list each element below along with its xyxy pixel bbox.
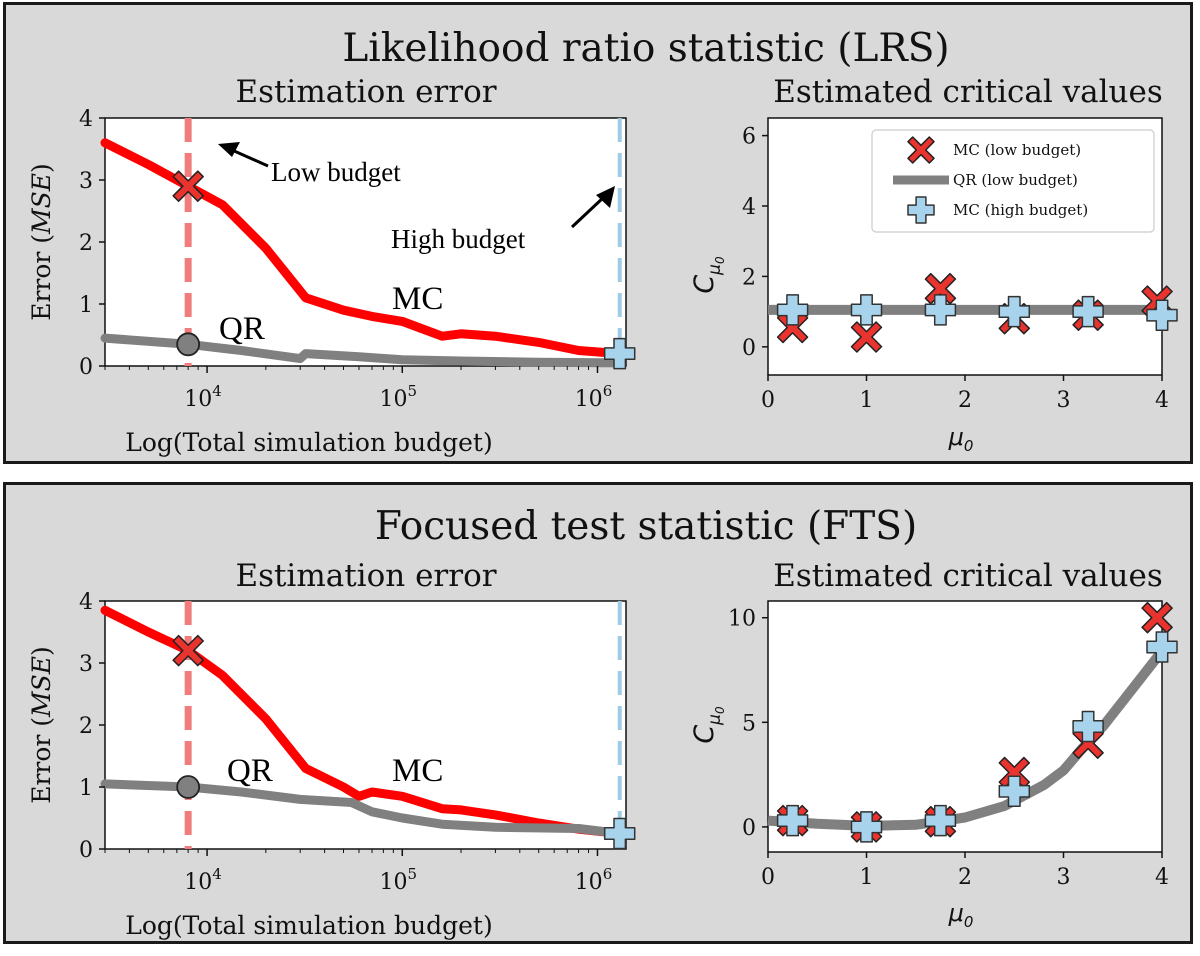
y-tick-label: 2 xyxy=(79,231,93,256)
panel-title: Likelihood ratio statistic (LRS) xyxy=(342,26,949,71)
low-budget-arrow-icon xyxy=(218,142,240,157)
mc-high-budget-point xyxy=(850,294,883,326)
low-budget-arrow-shaft xyxy=(231,148,269,168)
error-chart: 0 1 2 3 4 104 105 106 xyxy=(79,107,636,412)
y-axis-label: Error (MSE) xyxy=(27,646,56,804)
mc-low-budget-point xyxy=(998,756,1031,789)
legend-mc-high-label: MC (high budget) xyxy=(953,201,1088,219)
mc-high-budget-point xyxy=(776,804,809,837)
qr-annotation: QR xyxy=(219,311,265,347)
y-axis-label: Cμ0 xyxy=(689,706,727,744)
mc-low-budget-point xyxy=(1141,601,1173,634)
y-tick-label: 4 xyxy=(79,107,93,132)
legend: MC (low budget) QR (low budget) MC (high… xyxy=(871,129,1155,233)
qr-error-line xyxy=(100,333,625,368)
x-tick-label: 2 xyxy=(958,388,972,413)
qr-low-budget-marker xyxy=(176,775,201,799)
legend-box xyxy=(871,129,1155,233)
qr-low-budget-marker xyxy=(176,332,201,357)
panel-lrs: Likelihood ratio statistic (LRS) Estimat… xyxy=(3,2,1193,464)
y-tick-label: 0 xyxy=(79,838,93,863)
x-tick-label: 104 xyxy=(184,865,222,895)
y-tick-label: 3 xyxy=(79,169,93,194)
y-axis-label: Error (MSE) xyxy=(27,163,56,321)
mc-high-budget-point xyxy=(924,804,957,837)
mc-high-budget-point xyxy=(1072,710,1104,743)
low-budget-annotation: Low budget xyxy=(271,157,401,187)
y-tick-label: 2 xyxy=(742,265,756,290)
x-tick-label: 106 xyxy=(575,865,613,895)
x-axis-label: μ0 xyxy=(948,899,974,931)
mc-annotation: MC xyxy=(392,281,443,317)
right-subtitle: Estimated critical values xyxy=(773,558,1163,594)
mc-high-budget-point xyxy=(924,294,957,326)
mc-high-budget-point xyxy=(1146,299,1178,331)
x-tick-label: 4 xyxy=(1155,865,1169,890)
y-tick-label: 1 xyxy=(79,776,93,801)
mc-high-budget-marker xyxy=(603,337,636,370)
mc-high-budget-point xyxy=(1072,295,1104,328)
mc-high-budget-point xyxy=(998,295,1031,328)
x-tick-label: 3 xyxy=(1057,865,1071,890)
y-tick-label: 5 xyxy=(742,711,756,736)
qr-error-line xyxy=(100,779,625,838)
y-tick-label: 0 xyxy=(742,816,756,841)
mc-annotation: MC xyxy=(392,753,443,789)
legend-mc-low-label: MC (low budget) xyxy=(953,141,1081,159)
y-tick-label: 4 xyxy=(742,195,756,220)
panel-fts-svg: Focused test statistic (FTS) Estimation … xyxy=(27,504,1178,940)
x-tick-label: 2 xyxy=(958,865,972,890)
x-axis-label: Log(Total simulation budget) xyxy=(125,911,492,940)
high-budget-arrow-shaft xyxy=(570,195,606,229)
y-tick-label: 3 xyxy=(79,652,93,677)
x-axis-label: Log(Total simulation budget) xyxy=(125,428,492,457)
mc-high-budget-point xyxy=(850,811,883,843)
x-tick-label: 1 xyxy=(860,388,874,413)
mc-high-budget-point xyxy=(998,775,1031,808)
critical-values-chart: 0 5 10 0 1 2 3 4 xyxy=(728,600,1178,890)
y-tick-label: 10 xyxy=(728,607,756,632)
mc-high-budget-marker xyxy=(603,817,636,850)
panel-fts: Focused test statistic (FTS) Estimation … xyxy=(3,482,1193,944)
mc-low-budget-marker xyxy=(172,634,204,667)
mc-low-budget-marker xyxy=(172,170,204,202)
panel-lrs-svg: Likelihood ratio statistic (LRS) Estimat… xyxy=(27,26,1178,457)
left-subtitle: Estimation error xyxy=(235,74,496,110)
mc-error-line xyxy=(100,605,625,838)
x-tick-label: 0 xyxy=(761,388,775,413)
panel-title: Focused test statistic (FTS) xyxy=(375,504,917,549)
mc-low-budget-point xyxy=(850,321,883,353)
high-budget-arrow-icon xyxy=(596,186,615,208)
mc-high-budget-point xyxy=(776,294,809,326)
high-budget-annotation: High budget xyxy=(391,224,526,254)
x-tick-label: 105 xyxy=(379,865,417,895)
legend-qr-low-label: QR (low budget) xyxy=(953,171,1078,189)
error-chart: 0 1 2 3 4 104 105 106 xyxy=(79,590,636,895)
x-tick-label: 106 xyxy=(575,382,613,412)
y-tick-label: 4 xyxy=(79,590,93,615)
y-tick-label: 0 xyxy=(742,336,756,361)
legend-mc-high-icon xyxy=(907,196,935,224)
y-tick-label: 2 xyxy=(79,714,93,739)
x-tick-label: 3 xyxy=(1057,388,1071,413)
qr-annotation: QR xyxy=(227,753,273,789)
x-tick-label: 1 xyxy=(860,865,874,890)
mc-low-budget-point xyxy=(924,272,957,305)
left-subtitle: Estimation error xyxy=(235,558,496,594)
y-tick-label: 6 xyxy=(742,125,756,150)
mc-high-budget-point xyxy=(1146,631,1178,663)
y-tick-label: 1 xyxy=(79,293,93,318)
x-tick-label: 4 xyxy=(1155,388,1169,413)
y-tick-label: 0 xyxy=(79,355,93,380)
y-axis-label: Cμ0 xyxy=(689,256,727,294)
right-subtitle: Estimated critical values xyxy=(773,74,1163,110)
x-tick-label: 0 xyxy=(761,865,775,890)
x-tick-label: 104 xyxy=(184,382,222,412)
plot-area xyxy=(104,117,627,367)
x-tick-label: 105 xyxy=(379,382,417,412)
legend-mc-low-icon xyxy=(907,136,935,164)
x-axis-label: μ0 xyxy=(948,423,974,455)
